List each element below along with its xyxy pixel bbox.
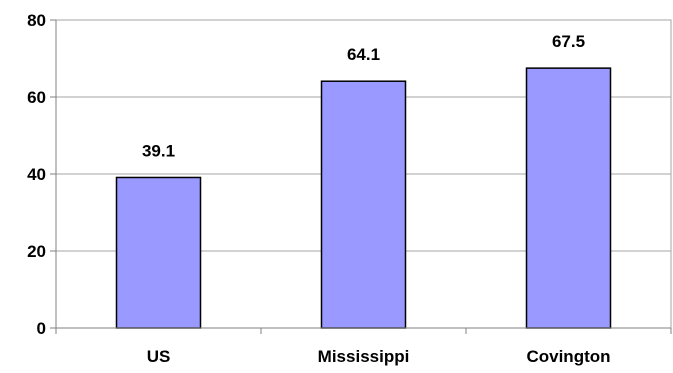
x-tick-label: Mississippi	[318, 347, 410, 366]
x-tick-label: US	[147, 347, 171, 366]
y-tick-label: 20	[27, 242, 46, 261]
bar-us	[115, 176, 202, 329]
y-tick-label: 60	[27, 88, 46, 107]
data-label: 64.1	[347, 45, 380, 64]
x-tick-label: Covington	[526, 347, 610, 366]
y-tick-labels: 0 20 40 60 80	[27, 11, 46, 338]
axes	[50, 19, 672, 334]
bar-covington	[525, 67, 612, 329]
data-labels: 39.1 64.1 67.5	[142, 32, 585, 160]
bars	[115, 67, 612, 329]
data-label: 39.1	[142, 141, 175, 160]
y-tick-label: 0	[37, 319, 46, 338]
y-tick-label: 40	[27, 165, 46, 184]
x-tick-labels: US Mississippi Covington	[147, 347, 611, 366]
data-label: 67.5	[552, 32, 585, 51]
y-tick-label: 80	[27, 11, 46, 30]
bar-mississippi	[320, 80, 407, 329]
